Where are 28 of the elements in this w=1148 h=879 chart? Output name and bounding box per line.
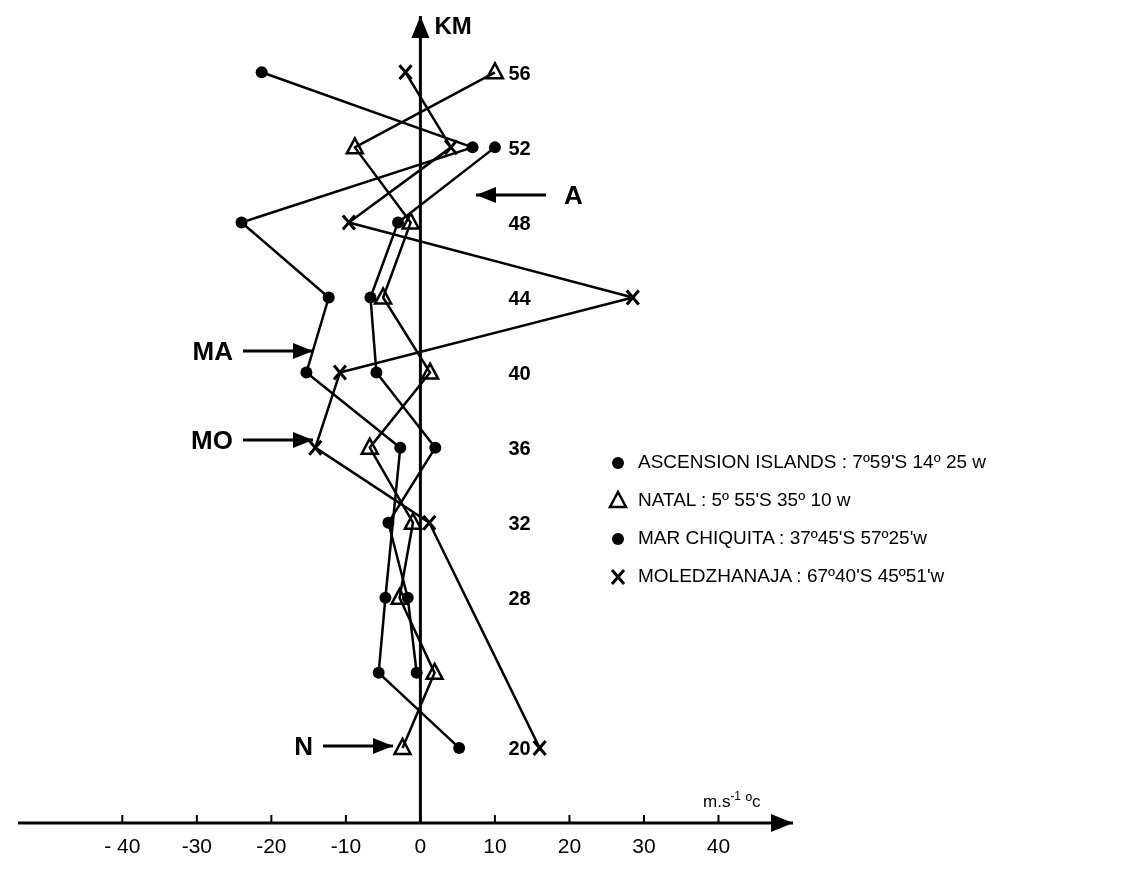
y-tick-label: 32 <box>508 511 531 534</box>
y-tick-label: 44 <box>508 286 532 309</box>
x-tick-label: 10 <box>483 834 507 857</box>
y-tick-label: 52 <box>508 136 531 159</box>
y-axis-title: KM <box>434 12 472 39</box>
y-tick-label: 56 <box>508 61 531 84</box>
legend-label: MAR CHIQUITA : 37º45'S 57º25'w <box>638 527 928 549</box>
x-tick-label: 30 <box>632 834 656 857</box>
annotation: MA <box>192 336 234 367</box>
x-tick-label: 40 <box>706 834 731 857</box>
annotation: MO <box>191 425 233 456</box>
y-tick-label: 48 <box>508 211 531 234</box>
y-tick-label: 28 <box>508 586 531 609</box>
legend-label: NATAL : 5º 55'S 35º 10 w <box>638 489 851 511</box>
annotation: N <box>294 731 313 762</box>
annotation: A <box>564 180 583 211</box>
legend-label: ASCENSION ISLANDS : 7º59'S 14º 25 w <box>638 451 987 473</box>
y-tick-label: 36 <box>508 436 531 459</box>
x-tick-label: -10 <box>330 834 362 857</box>
legend-label: MOLEDZHANAJA : 67º40'S 45º51'w <box>638 565 945 587</box>
y-tick-label: 20 <box>508 737 531 760</box>
x-tick-label: -30 <box>181 834 213 857</box>
x-axis-title: m.s$^{-1}$ ºc <box>703 789 761 811</box>
x-tick-label: 0 <box>414 834 427 857</box>
x-tick-label: - 40 <box>104 834 141 857</box>
y-tick-label: 40 <box>508 361 531 384</box>
x-tick-label: -20 <box>256 834 287 857</box>
x-tick-label: 20 <box>557 834 582 857</box>
